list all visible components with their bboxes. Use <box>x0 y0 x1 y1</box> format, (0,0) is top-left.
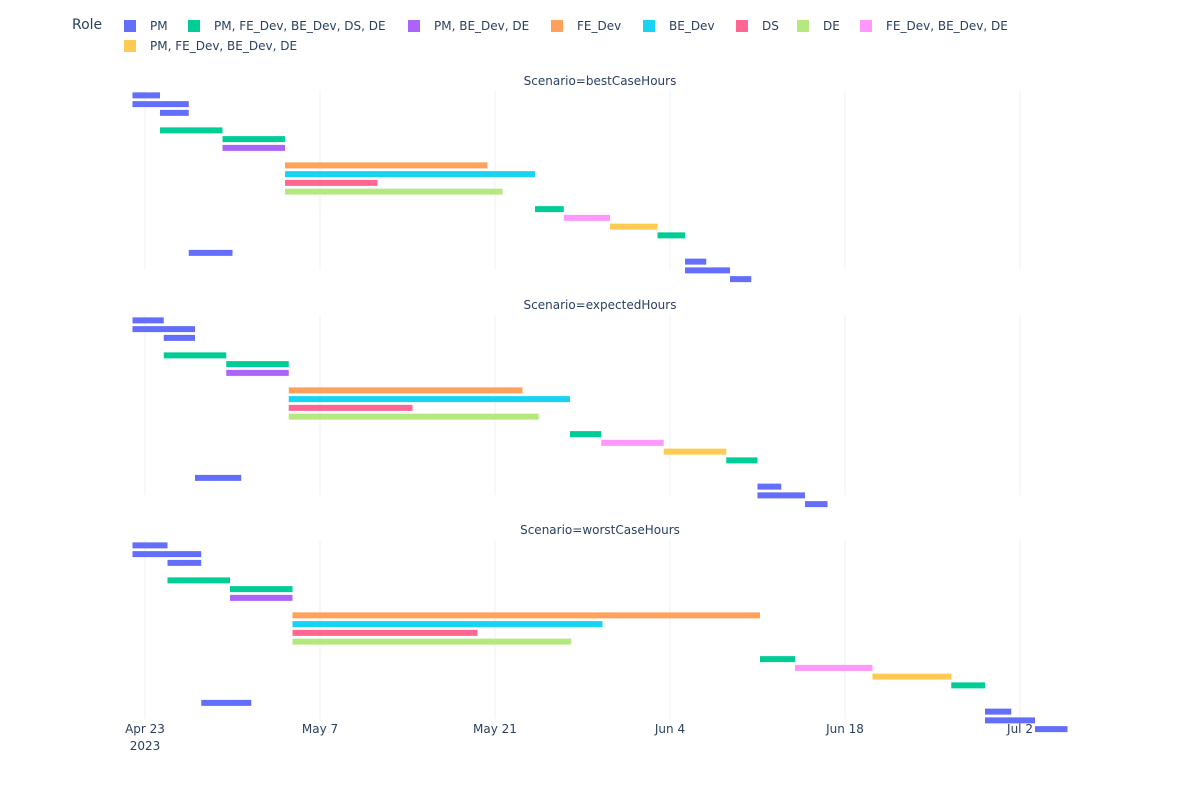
task-bar[interactable] <box>601 439 664 446</box>
task-bar[interactable] <box>951 682 985 689</box>
task-bar[interactable] <box>288 413 539 420</box>
task-bar[interactable] <box>535 206 564 213</box>
task-bar[interactable] <box>760 656 795 663</box>
task-bar[interactable] <box>872 673 952 680</box>
task-bar[interactable] <box>160 127 223 134</box>
legend-swatch <box>860 20 872 32</box>
task-bar[interactable] <box>663 448 727 455</box>
task-bar[interactable] <box>132 92 161 99</box>
x-tick-label: Apr 23 <box>125 722 165 736</box>
task-bar[interactable] <box>163 352 227 359</box>
legend-item-fe-dev[interactable]: FE_Dev <box>551 17 621 35</box>
legend-label: PM <box>150 19 168 33</box>
task-bar[interactable] <box>288 396 570 403</box>
legend-label: PM, FE_Dev, BE_Dev, DS, DE <box>214 19 386 33</box>
x-tick-sublabel: 2023 <box>130 739 161 753</box>
task-bar[interactable] <box>657 232 686 239</box>
legend-item-ds[interactable]: DS <box>736 17 779 35</box>
task-bar[interactable] <box>292 638 572 645</box>
task-bar[interactable] <box>285 179 378 186</box>
task-bar[interactable] <box>685 267 730 274</box>
task-bar[interactable] <box>201 699 252 706</box>
task-bar[interactable] <box>222 144 286 151</box>
task-bar[interactable] <box>226 361 289 368</box>
task-bar[interactable] <box>230 594 293 601</box>
task-bar[interactable] <box>167 559 202 566</box>
task-bar[interactable] <box>188 249 233 256</box>
facet-title-worst-case: Scenario=worstCaseHours <box>520 523 680 537</box>
task-bar[interactable] <box>292 621 603 628</box>
task-bar[interactable] <box>985 717 1035 724</box>
task-bar[interactable] <box>285 171 535 178</box>
legend-item-pm-be-dev-de[interactable]: PM, BE_Dev, DE <box>408 17 529 35</box>
legend-swatch <box>643 20 655 32</box>
legend-swatch <box>736 20 748 32</box>
task-bar[interactable] <box>195 474 242 481</box>
task-bar[interactable] <box>985 708 1012 715</box>
task-bar[interactable] <box>160 109 189 116</box>
task-bar[interactable] <box>292 629 478 636</box>
task-bar[interactable] <box>563 214 610 221</box>
task-bar[interactable] <box>288 404 413 411</box>
task-bar[interactable] <box>726 457 758 464</box>
legend-label: FE_Dev, BE_Dev, DE <box>886 19 1008 33</box>
x-tick-label: Jul 2 <box>1006 722 1033 736</box>
task-bar[interactable] <box>685 258 707 265</box>
legend-item-pm-fe-dev-be-dev-de[interactable]: PM, FE_Dev, BE_Dev, DE <box>124 37 297 55</box>
legend-item-pm[interactable]: PM <box>124 17 168 35</box>
x-tick-label: May 7 <box>302 722 338 736</box>
legend-label: DS <box>762 19 779 33</box>
task-bar[interactable] <box>132 326 196 333</box>
x-tick-label: May 21 <box>473 722 517 736</box>
facet-title-expected: Scenario=expectedHours <box>523 298 677 312</box>
legend-swatch <box>408 20 420 32</box>
legend-label: DE <box>823 19 840 33</box>
legend-label: PM, BE_Dev, DE <box>434 19 530 33</box>
legend-title: Role <box>72 17 103 33</box>
task-bar[interactable] <box>288 387 523 394</box>
legend-label: FE_Dev <box>577 19 622 33</box>
x-tick-label: Jun 18 <box>825 722 864 736</box>
legend-label: PM, FE_Dev, BE_Dev, DE <box>150 39 298 53</box>
task-bar[interactable] <box>805 501 828 508</box>
task-bar[interactable] <box>222 136 286 143</box>
task-bar[interactable] <box>610 223 658 230</box>
task-bar[interactable] <box>730 276 752 283</box>
task-bar[interactable] <box>757 492 806 499</box>
x-tick-label: Jun 4 <box>654 722 685 736</box>
facet-title-best-case: Scenario=bestCaseHours <box>523 74 677 88</box>
task-bar[interactable] <box>226 369 289 376</box>
legend-swatch <box>124 40 136 52</box>
legend-item-fe-dev-be-dev-de[interactable]: FE_Dev, BE_Dev, DE <box>860 17 1008 35</box>
task-bar[interactable] <box>132 101 189 108</box>
task-bar[interactable] <box>570 431 602 438</box>
legend: Role PM PM, FE_Dev, BE_Dev, DS, DE PM, BE_… <box>0 0 1200 60</box>
task-bar[interactable] <box>757 483 782 490</box>
legend-swatch <box>188 20 200 32</box>
task-bar[interactable] <box>795 664 873 671</box>
task-bar[interactable] <box>1035 726 1068 733</box>
task-bar[interactable] <box>285 188 503 195</box>
task-bar[interactable] <box>167 577 231 584</box>
legend-swatch <box>797 20 809 32</box>
legend-label: BE_Dev <box>669 19 715 33</box>
task-bar[interactable] <box>163 334 195 341</box>
legend-swatch <box>551 20 563 32</box>
task-bar[interactable] <box>132 542 168 549</box>
task-bar[interactable] <box>132 551 202 558</box>
task-bar[interactable] <box>292 612 761 619</box>
task-bar[interactable] <box>230 586 293 593</box>
task-bar[interactable] <box>285 162 488 169</box>
legend-item-pm-fe-dev-be-dev-ds-de[interactable]: PM, FE_Dev, BE_Dev, DS, DE <box>188 17 386 35</box>
legend-swatch <box>124 20 136 32</box>
legend-item-be-dev[interactable]: BE_Dev <box>643 17 715 35</box>
legend-item-de[interactable]: DE <box>797 17 840 35</box>
task-bar[interactable] <box>132 317 164 324</box>
